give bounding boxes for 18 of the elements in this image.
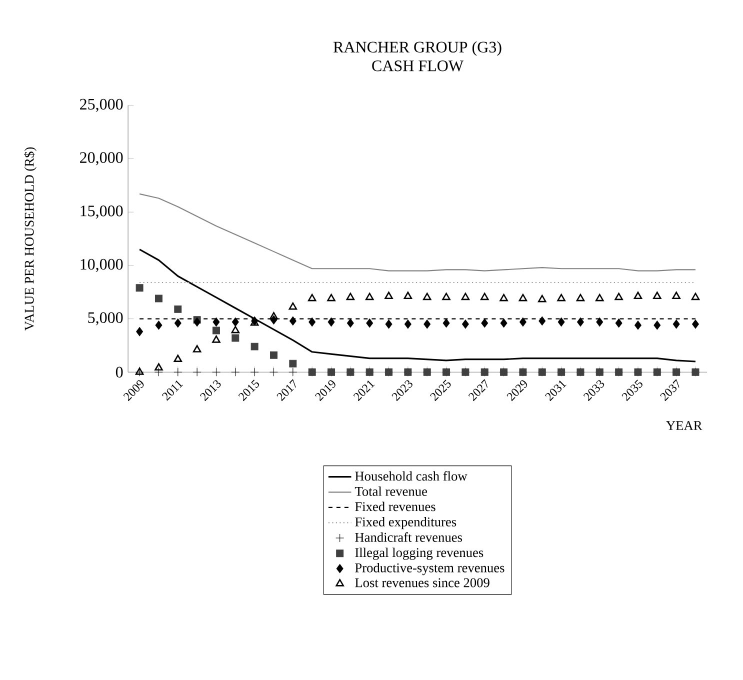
y-tick-label: 10,000: [80, 258, 123, 272]
legend-label: Handicraft revenues: [355, 532, 462, 542]
legend-label: Productive-system revenues: [355, 562, 504, 575]
legend-label: Illegal logging revenues: [355, 548, 484, 560]
x-axis-title: YEAR: [666, 420, 702, 430]
y-tick-label: 25,000: [80, 98, 123, 112]
legend-label: Total revenue: [354, 486, 428, 496]
legend-label: Lost revenues since 2009: [355, 578, 490, 588]
y-axis-title: VALUE PER HOUSEHOLD (R$): [24, 147, 37, 330]
legend-label: Fixed revenues: [355, 502, 436, 512]
y-tick-label: 15,000: [80, 205, 123, 219]
legend-label: Household cash flow: [355, 471, 468, 481]
y-tick-label: 0: [116, 366, 123, 378]
y-tick-label: 5,000: [88, 312, 123, 326]
legend-label: Fixed expenditures: [355, 516, 456, 530]
chart-title: RANCHER GROUP (G3): [333, 41, 502, 56]
chart-subtitle: CASH FLOW: [372, 60, 464, 72]
y-tick-label: 20,000: [80, 152, 123, 166]
